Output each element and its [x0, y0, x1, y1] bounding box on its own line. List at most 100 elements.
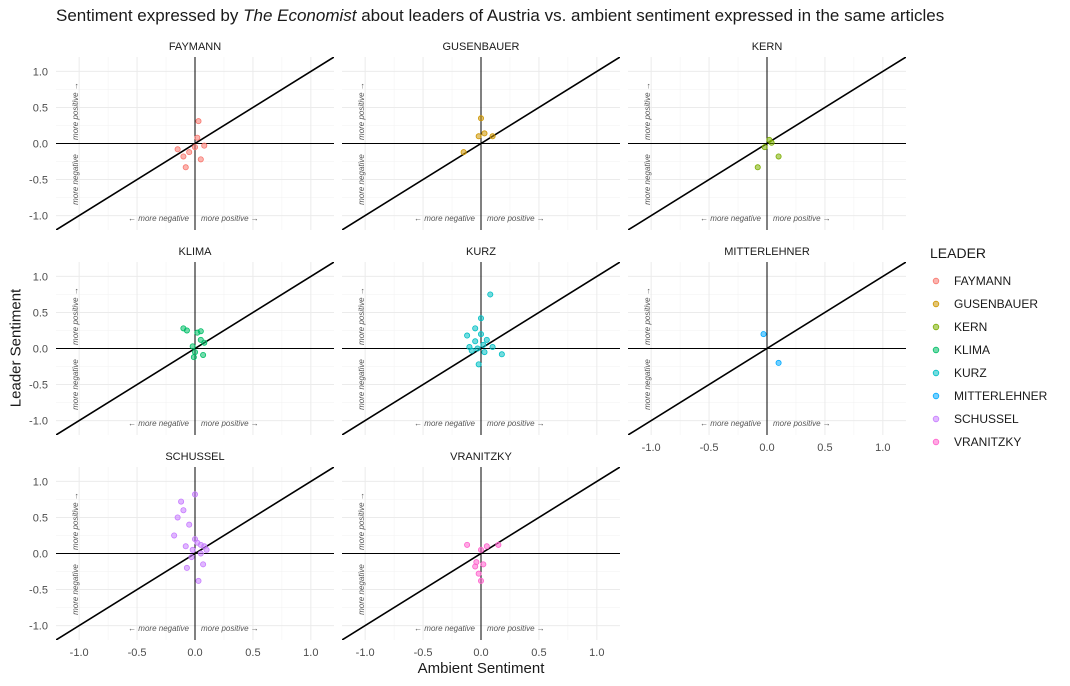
- data-point-kern: [775, 153, 782, 160]
- annotation-more-positive-x: more positive →: [201, 419, 259, 428]
- y-tick-label: 1.0: [33, 271, 48, 283]
- data-point-schussel: [191, 491, 198, 498]
- annotation-more-positive-x: more positive →: [773, 214, 831, 223]
- data-point-mitterlehner: [775, 359, 782, 366]
- data-point-vranitzky: [473, 559, 480, 566]
- data-point-mitterlehner: [760, 331, 767, 338]
- annotation-more-positive-x: more positive →: [487, 214, 545, 223]
- data-point-schussel: [188, 554, 195, 561]
- annotation-more-positive-y: more positive →: [357, 287, 366, 345]
- identity-line: [342, 467, 620, 640]
- annotation-more-negative-x: ← more negative: [700, 419, 761, 428]
- data-point-schussel: [182, 543, 189, 550]
- data-point-faymann: [186, 149, 193, 156]
- data-point-kurz: [472, 338, 479, 345]
- legend-item-kurz: KURZ: [930, 361, 1047, 384]
- annotation-more-negative-x: ← more negative: [700, 214, 761, 223]
- annotation-more-negative-x: ← more negative: [128, 624, 189, 633]
- legend-marker: [932, 392, 940, 399]
- annotation-more-positive-y: more positive →: [71, 492, 80, 550]
- facet-faymann: FAYMANN ← more negative more positive → mor…: [29, 41, 334, 230]
- annotation-more-negative-x: ← more negative: [414, 419, 475, 428]
- data-point-klima: [191, 349, 198, 356]
- annotation-more-positive-x: more positive →: [487, 419, 545, 428]
- annotation-more-positive-y: more positive →: [71, 82, 80, 140]
- data-point-klima: [189, 343, 196, 350]
- annotation-more-negative-x: ← more negative: [414, 214, 475, 223]
- facet-label: FAYMANN: [169, 41, 221, 53]
- legend-item-vranitzky: VRANITZKY: [930, 430, 1047, 453]
- legend-marker: [932, 415, 940, 422]
- data-point-gusenbauer: [477, 115, 484, 122]
- data-point-schussel: [180, 507, 187, 514]
- annotation-more-positive-x: more positive →: [201, 214, 259, 223]
- annotation-more-negative-y: more negative: [357, 564, 366, 615]
- data-point-schussel: [174, 514, 181, 521]
- data-point-kern: [768, 139, 775, 146]
- annotation-more-negative-y: more negative: [643, 154, 652, 205]
- legend-item-schussel: SCHUSSEL: [930, 407, 1047, 430]
- annotation-more-positive-x: more positive →: [201, 624, 259, 633]
- legend-marker: [932, 346, 940, 353]
- legend-label: VRANITZKY: [954, 434, 1022, 449]
- annotation-more-negative-y: more negative: [357, 154, 366, 205]
- legend-marker: [932, 369, 940, 376]
- annotation-more-negative-y: more negative: [357, 359, 366, 410]
- legend-label: FAYMANN: [954, 273, 1012, 288]
- data-point-faymann: [191, 144, 198, 151]
- data-point-kurz: [498, 351, 505, 358]
- data-point-schussel: [186, 521, 193, 528]
- facet-vranitzky: VRANITZKY ← more negative more positive → m…: [342, 451, 620, 659]
- data-point-kurz: [474, 345, 481, 352]
- annotation-more-negative-y: more negative: [643, 359, 652, 410]
- facet-schussel: SCHUSSEL ← more negative more positive → mo…: [29, 451, 334, 659]
- annotation-more-negative-y: more negative: [71, 154, 80, 205]
- identity-line: [56, 262, 334, 435]
- data-point-kurz: [483, 336, 490, 343]
- annotation-more-positive-y: more positive →: [643, 82, 652, 140]
- data-point-kurz: [477, 315, 484, 322]
- annotation-more-positive-y: more positive →: [357, 492, 366, 550]
- y-axis-label: Leader Sentiment: [7, 288, 25, 408]
- title-italic: The Economist: [243, 6, 357, 25]
- x-tick-label: -0.5: [414, 647, 433, 659]
- data-point-klima: [197, 328, 204, 335]
- facet-kern: KERN ← more negative more positive → more p…: [628, 41, 906, 230]
- identity-line: [628, 262, 906, 435]
- data-point-vranitzky: [480, 561, 487, 568]
- facet-label: VRANITZKY: [450, 451, 512, 463]
- legend-swatch: [932, 438, 940, 445]
- annotation-more-positive-x: more positive →: [773, 419, 831, 428]
- x-tick-label: 0.0: [187, 647, 202, 659]
- data-point-kurz: [489, 344, 496, 351]
- data-point-kurz: [487, 291, 494, 298]
- facet-label: GUSENBAUER: [442, 41, 519, 53]
- x-axis-label: Ambient Sentiment: [417, 660, 545, 677]
- legend-marker: [932, 277, 940, 284]
- legend-label: SCHUSSEL: [954, 411, 1019, 426]
- data-point-vranitzky: [495, 541, 502, 548]
- x-tick-label: 0.5: [817, 442, 832, 454]
- y-tick-label: 0.0: [33, 139, 48, 151]
- legend-swatch: [932, 415, 940, 422]
- y-tick-label: -0.5: [29, 585, 48, 597]
- annotation-more-negative-x: ← more negative: [128, 419, 189, 428]
- x-tick-label: -0.5: [128, 647, 147, 659]
- legend-swatch: [932, 300, 940, 307]
- x-tick-label: 0.5: [245, 647, 260, 659]
- legend-item-mitterlehner: MITTERLEHNER: [930, 384, 1047, 407]
- y-tick-label: 0.0: [33, 549, 48, 561]
- legend-items: FAYMANN GUSENBAUER KERN KLIMA KURZ MITTERLEHN…: [930, 269, 1047, 453]
- data-point-kurz: [468, 347, 475, 354]
- legend-item-kern: KERN: [930, 315, 1047, 338]
- data-point-kurz: [464, 332, 471, 339]
- data-point-schussel: [178, 498, 185, 505]
- data-point-kurz: [480, 341, 487, 348]
- data-point-klima: [183, 327, 190, 334]
- title-post: about leaders of Austria vs. ambient sen…: [356, 6, 945, 25]
- data-point-gusenbauer: [481, 130, 488, 137]
- data-point-kern: [761, 144, 768, 151]
- data-point-faymann: [197, 156, 204, 163]
- data-point-klima: [190, 354, 197, 361]
